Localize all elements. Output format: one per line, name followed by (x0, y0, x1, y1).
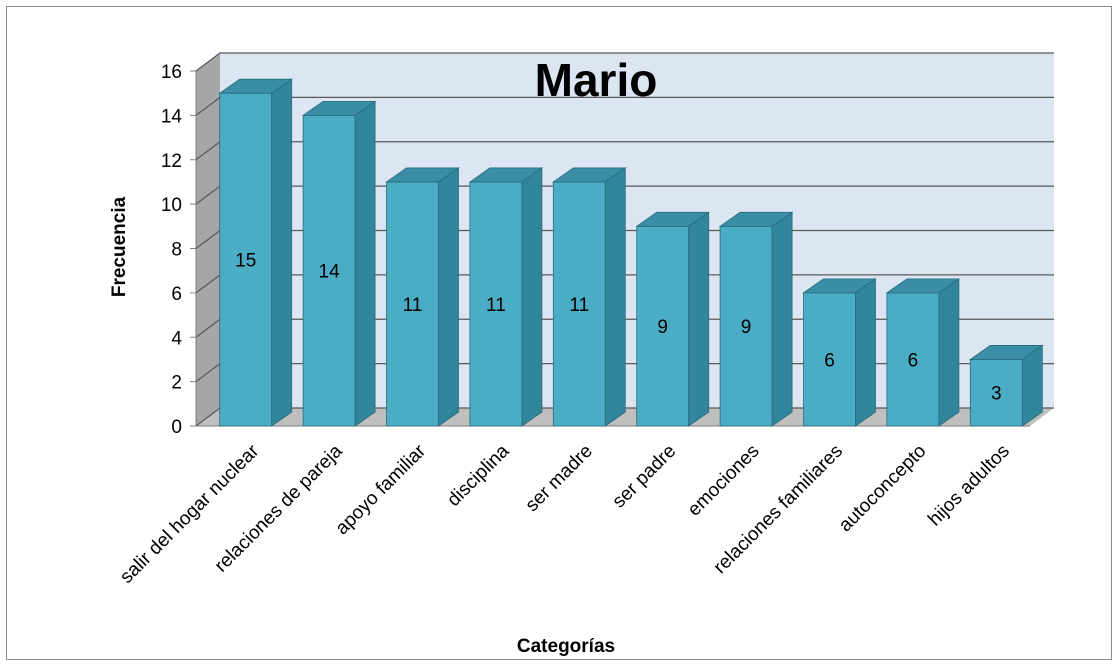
bar (302, 114, 356, 427)
bar-side (938, 278, 960, 427)
data-label: 6 (824, 350, 835, 371)
x-tick-label: apoyo familiar (332, 440, 431, 539)
data-label: 3 (991, 384, 1002, 405)
bar-group: 6 (802, 278, 877, 427)
bar-group: 9 (718, 211, 794, 427)
bar (886, 292, 940, 427)
bars: 15 14 11 11 11 9 9 6 6 3 (218, 78, 1044, 427)
x-tick-label: ser madre (522, 441, 597, 516)
data-label: 15 (235, 251, 256, 272)
bar-group: 15 (218, 78, 293, 427)
x-tick-label: salir del hogar nuclear (116, 440, 264, 588)
x-tick-label: autoconcepto (835, 441, 931, 537)
bar-side (354, 100, 376, 427)
bar-side (604, 167, 626, 427)
y-tick-label: 10 (161, 195, 182, 216)
y-tick-label: 14 (161, 106, 183, 127)
x-tick-label: ser padre (609, 441, 681, 513)
chart-title: Mario (535, 54, 658, 106)
bar (219, 92, 273, 427)
bar-side (1021, 344, 1043, 427)
bar-group: 11 (552, 167, 627, 427)
x-tick-label: emociones (684, 441, 764, 521)
bar (803, 292, 856, 427)
bar-group: 11 (385, 167, 460, 427)
data-label: 11 (486, 295, 506, 316)
bar-group: 9 (635, 211, 710, 427)
bar-side (688, 211, 710, 427)
bar-group: 3 (969, 344, 1044, 427)
bar (552, 181, 606, 427)
data-label: 6 (908, 350, 919, 371)
x-tick-label: hijos adultos (924, 441, 1014, 531)
bar (469, 181, 523, 427)
y-tick-label: 12 (161, 151, 182, 172)
gridline (195, 52, 1054, 72)
bar-side (438, 167, 459, 427)
bar-side (855, 278, 876, 427)
x-axis-label: Categorías (517, 636, 615, 657)
data-label: 9 (741, 317, 752, 338)
data-label: 11 (403, 295, 423, 316)
data-label: 11 (569, 295, 589, 316)
data-label: 14 (319, 262, 341, 283)
x-tick-label: disciplina (443, 440, 513, 510)
bar-group: 14 (301, 100, 377, 427)
y-tick-label: 2 (171, 373, 182, 394)
bar-side (521, 167, 543, 427)
bar (636, 225, 690, 427)
bar-side (771, 211, 793, 427)
bar-side (271, 78, 293, 427)
bar (386, 181, 439, 427)
data-label: 9 (657, 317, 668, 338)
y-tick-label: 0 (171, 417, 182, 438)
bar-group: 6 (885, 278, 961, 427)
y-tick-label: 6 (171, 284, 182, 305)
bar (719, 225, 773, 427)
y-tick-label: 16 (161, 62, 182, 83)
y-tick-label: 4 (171, 328, 182, 349)
y-tick-label: 8 (171, 240, 182, 261)
bar-group: 11 (468, 167, 544, 427)
y-axis-label: Frecuencia (109, 196, 130, 297)
